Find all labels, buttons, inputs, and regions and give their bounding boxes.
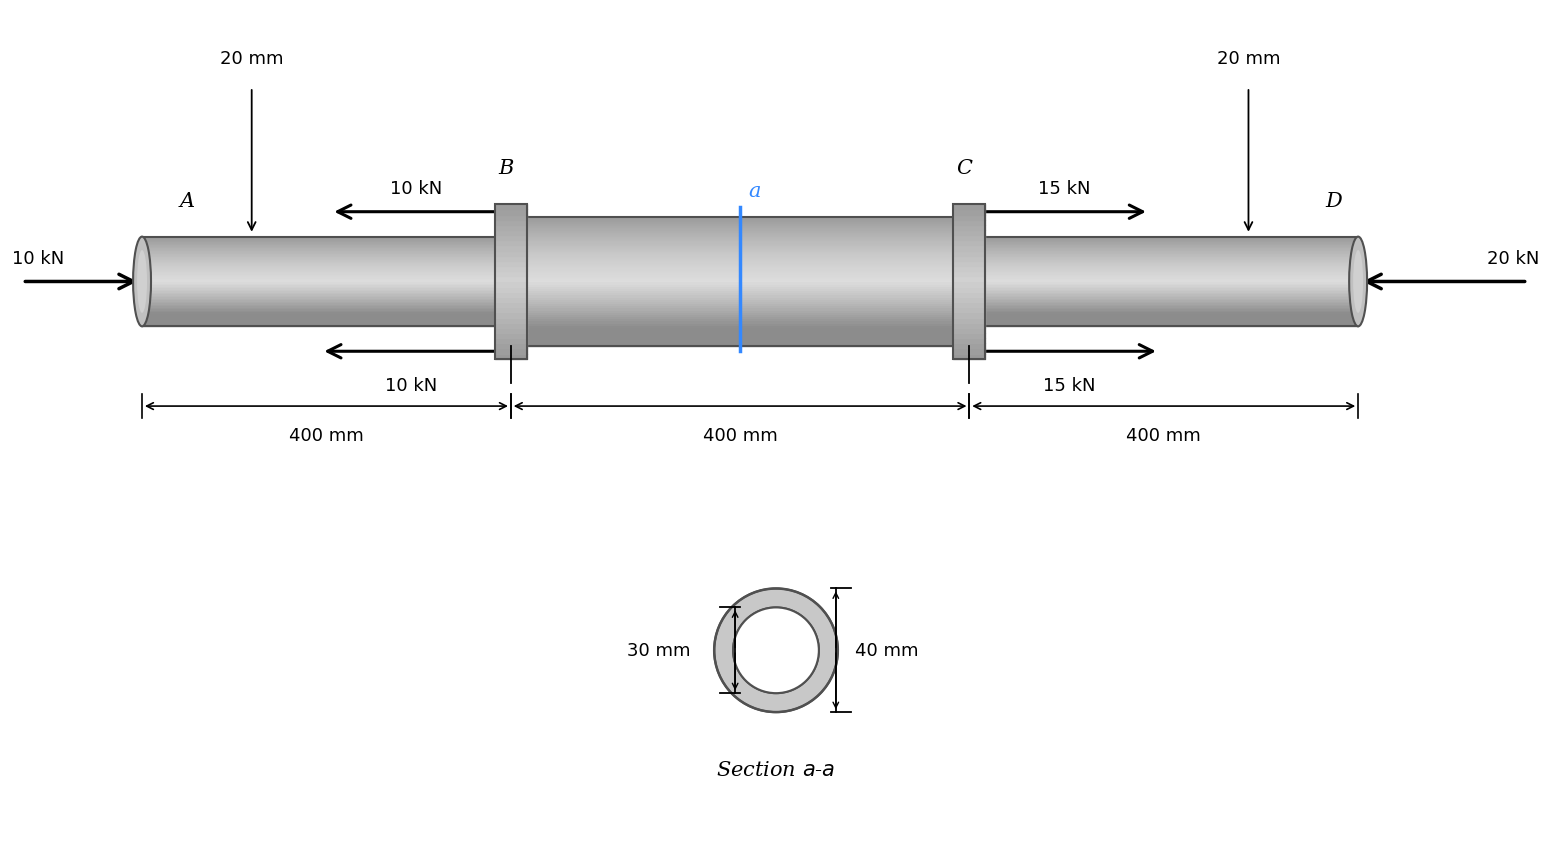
Text: B: B [498,158,514,177]
Text: 400 mm: 400 mm [1127,426,1201,444]
Text: 400 mm: 400 mm [703,426,778,444]
Text: C: C [956,158,973,177]
Ellipse shape [1353,251,1363,313]
Bar [953,205,986,359]
Text: Section $a$-$a$: Section $a$-$a$ [717,760,835,779]
Text: 20 kN: 20 kN [1487,249,1540,267]
Text: 20 mm: 20 mm [1217,50,1280,68]
Text: 15 kN: 15 kN [1038,180,1091,197]
Text: A: A [180,191,194,210]
Text: 10 kN: 10 kN [385,377,438,394]
Bar [495,205,526,359]
Text: 10 kN: 10 kN [12,249,65,267]
Text: 400 mm: 400 mm [289,426,363,444]
Ellipse shape [137,251,147,313]
Text: D: D [1325,191,1341,210]
PathPatch shape [714,589,838,712]
Text: 40 mm: 40 mm [855,641,919,660]
Text: a: a [748,182,760,201]
Text: 20 mm: 20 mm [220,50,284,68]
Ellipse shape [133,238,151,327]
Text: 15 kN: 15 kN [1043,377,1096,394]
Ellipse shape [1349,238,1367,327]
Text: 30 mm: 30 mm [627,641,691,660]
Text: 10 kN: 10 kN [390,180,442,197]
Ellipse shape [733,608,819,693]
